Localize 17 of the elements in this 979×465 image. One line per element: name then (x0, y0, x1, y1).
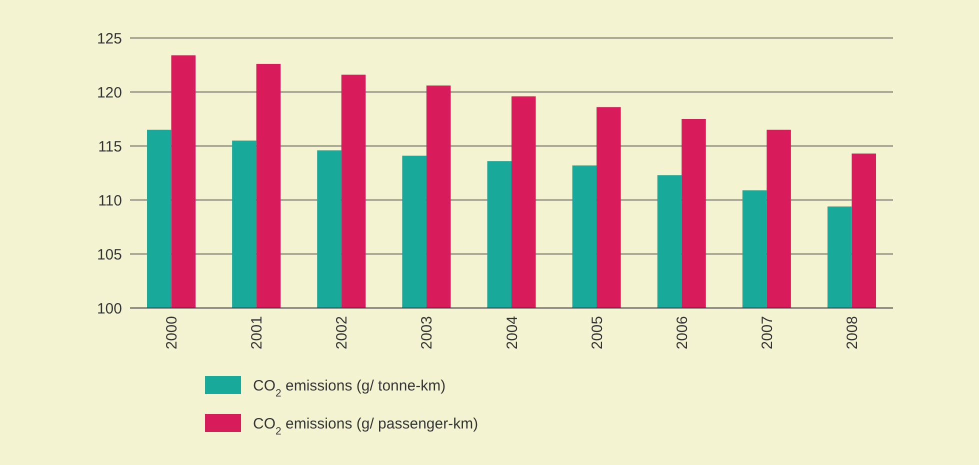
x-tick-label: 2000 (164, 316, 181, 350)
y-tick-label: 120 (96, 84, 122, 102)
x-tick-label: 2008 (844, 316, 861, 350)
x-tick-label: 2002 (334, 316, 351, 350)
y-tick-label: 115 (98, 138, 122, 156)
y-tick-label: 110 (98, 192, 122, 210)
y-tick-label: 100 (96, 300, 122, 318)
x-tick-label: 2004 (504, 316, 521, 350)
legend-label: CO$_{2}$ emissions (g/ tonne-km) (253, 377, 446, 400)
legend-label: CO$_{2}$ emissions (g/ passenger-km) (253, 415, 478, 438)
x-tick-label: 2003 (418, 316, 436, 350)
y-tick-label: 105 (96, 246, 122, 264)
y-tick-label: 125 (96, 30, 122, 48)
x-tick-label: 2005 (588, 316, 606, 350)
x-tick-label: 2006 (674, 316, 691, 350)
x-tick-label: 2007 (758, 316, 776, 350)
x-tick-label: 2001 (248, 316, 266, 350)
